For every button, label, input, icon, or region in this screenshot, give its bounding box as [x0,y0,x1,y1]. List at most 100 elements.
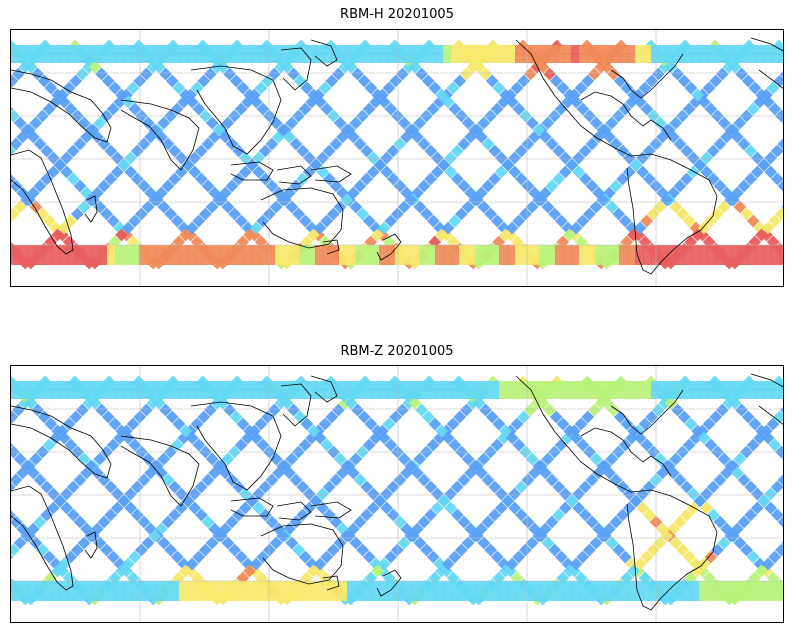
swath-tile [387,245,396,255]
swath-tile [130,144,144,158]
swath-tile [571,245,580,255]
swath-tile [563,53,572,63]
swath-tile [424,172,438,186]
swath-tile [611,53,620,63]
swath-tile [363,45,372,55]
swath-tile [51,45,60,55]
swath-tile [419,389,428,399]
swath-tile [251,381,260,391]
swath-tile [747,591,756,601]
swath-tile [19,245,28,255]
swath-tile [331,591,340,601]
swath-tile [275,381,284,391]
swath-tile [11,255,20,265]
swath-tile [739,389,748,399]
swath-tile [699,581,708,591]
swath-tile [19,255,28,265]
swath-tile [539,389,548,399]
swath-tile [363,53,372,63]
swath-tile [126,417,140,431]
swath-tile [131,581,140,591]
swath-tile [256,214,270,228]
swath-tile [259,245,268,255]
swath-tile [91,389,100,399]
swath-tile [66,480,80,494]
swath-tile [395,381,404,391]
swath-tile [148,193,162,207]
swath-tile [320,102,334,116]
swath-tile [60,151,73,165]
swath-tile [227,381,236,391]
swath-tile [468,459,482,473]
swath-tile [60,487,73,501]
swath-tile [446,417,460,431]
swath-tile [316,151,329,165]
swath-tile [51,591,60,601]
swath-tile [59,591,68,601]
swath-tile [251,389,260,399]
swath-tile [258,144,272,158]
swath-tile [275,581,284,591]
swath-tile [13,452,27,466]
swath-tile [234,214,248,228]
swath-tile [185,95,199,109]
swath-tile [467,45,476,55]
swath-tile [491,45,500,55]
swath-tile [371,45,380,55]
swath-tile [403,53,412,63]
swath-tile [171,591,180,601]
swath-tile [187,255,196,265]
coastline [750,37,783,52]
swath-tile [413,116,427,130]
swath-tile [539,245,548,255]
coastline [758,405,783,425]
swath-tile [19,45,28,55]
swath-tile [387,389,396,399]
swath-tile [339,45,348,55]
swath-tile [595,389,604,399]
swath-tile [322,172,336,186]
swath-tile [203,245,212,255]
swath-tile [344,60,358,74]
swath-tile [35,255,44,265]
swath-tile [373,494,387,508]
swath-tile [147,245,156,255]
swath-tile [377,95,391,109]
swath-tile [587,245,596,255]
swath-tile [323,389,332,399]
coastline [120,435,200,507]
swath-tile [91,381,100,391]
swath-tile [699,53,708,63]
swath-tile [219,381,228,391]
swath-tile [755,245,764,255]
swath-tile [771,581,780,591]
swath-tile [309,494,323,508]
swath-tile [225,179,239,193]
swath-tile [571,381,580,391]
swath-tile [427,53,436,63]
swath-tile [739,591,748,601]
swath-tile [67,381,76,391]
swath-tile [11,179,23,193]
swath-tile [195,591,204,601]
swath-tile [235,381,244,391]
swath-tile [249,221,263,235]
swath-tile [427,581,436,591]
swath-tile [101,410,115,424]
swath-tile [11,207,20,221]
swath-tile [427,255,436,265]
swath-tile [371,88,384,102]
swath-tile [707,591,716,601]
swath-tile [123,581,132,591]
swath-tile [115,228,128,242]
swath-tile [426,102,440,116]
swath-tile [123,45,132,55]
swath-tile [501,494,515,508]
swath-tile [188,487,201,501]
swath-tile [201,179,215,193]
swath-tile [391,207,404,221]
swath-tile [243,581,252,591]
swath-tile [163,381,172,391]
swath-tile [289,137,303,151]
swath-tile [563,45,572,55]
